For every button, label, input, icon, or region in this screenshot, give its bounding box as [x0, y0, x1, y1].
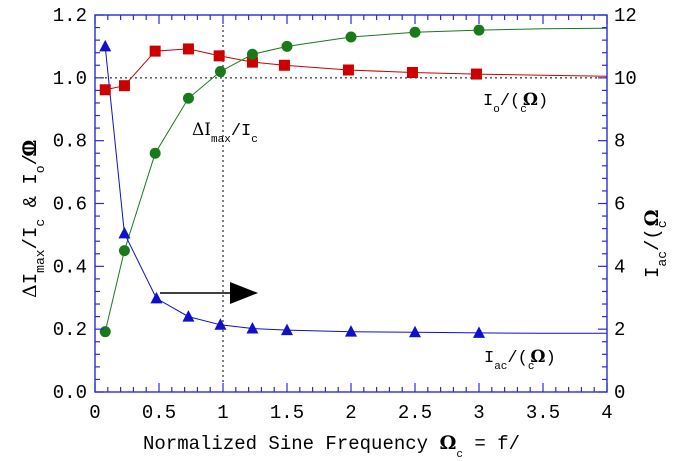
marker-iac	[473, 326, 485, 338]
y-right-tick-label: 10	[614, 68, 637, 90]
marker-dimax	[99, 326, 111, 338]
marker-iac	[182, 310, 195, 322]
marker-dimax	[182, 92, 194, 104]
y-left-tick-label: 0.4	[53, 256, 87, 278]
marker-io	[470, 68, 482, 80]
x-tick-label: 2.5	[398, 402, 432, 424]
y-left-tick-label: 0.2	[53, 319, 87, 341]
series-lines	[104, 27, 608, 334]
y-left-tick-label: 1.2	[53, 5, 87, 27]
tick-labels: 0 0.5 1 1.5 2 2.5 3 3.5 4 0.0 0.2 0.4 0.6 0.8 1.0 1.2 0 2…	[53, 5, 637, 424]
marker-iac	[99, 39, 112, 52]
x-tick-label: 3	[473, 402, 484, 424]
marker-io	[149, 45, 161, 57]
marker-dimax	[473, 24, 485, 36]
marker-iac	[409, 325, 421, 338]
dimax-series-label: ΔImax/Ic	[192, 120, 258, 146]
y-left-tick-label: 0.6	[53, 194, 87, 216]
svg-text:Iac/(cΩ: Iac/(cΩ	[641, 209, 670, 278]
marker-dimax	[149, 147, 161, 159]
marker-io	[213, 50, 225, 62]
marker-iac	[150, 291, 163, 304]
marker-iac	[281, 323, 293, 336]
marker-io	[99, 84, 111, 96]
y-right-tick-label: 4	[614, 256, 625, 278]
series-line-io	[105, 48, 608, 91]
y-left-tick-label: 0.8	[53, 131, 87, 153]
marker-io	[246, 56, 258, 68]
svg-text:ΔImax/Ic & Io/IΩ: ΔImax/Ic & Io/IΩ	[19, 140, 48, 298]
marker-dimax	[345, 31, 357, 43]
marker-iac	[246, 322, 259, 334]
marker-dimax	[118, 245, 130, 257]
y-left-tick-label: 1.0	[53, 68, 87, 90]
marker-io	[278, 59, 290, 71]
marker-iac	[118, 226, 131, 239]
marker-dimax	[214, 66, 226, 78]
x-tick-label: 1.5	[270, 402, 304, 424]
x-tick-label: 2	[345, 402, 356, 424]
axis-ticks	[94, 14, 608, 393]
x-tick-label: 4	[601, 402, 612, 424]
y-right-tick-label: 0	[614, 382, 625, 404]
marker-iac	[214, 318, 227, 330]
x-axis-title: Normalized Sine Frequency Ωc = f/	[143, 432, 520, 461]
io-series-label: Io/(cΩ)	[483, 90, 548, 116]
y-right-tick-label: 2	[614, 319, 625, 341]
marker-io	[118, 80, 130, 92]
x-tick-label: 1	[217, 402, 228, 424]
y-axis-left-title: ΔImax/Ic & Io/IΩ	[19, 140, 48, 298]
y-left-tick-label: 0.0	[53, 382, 87, 404]
reference-lines	[95, 15, 607, 392]
series-markers	[99, 24, 485, 338]
y-right-tick-label: 8	[614, 131, 625, 153]
x-tick-label: 0.5	[142, 402, 176, 424]
marker-dimax	[281, 40, 293, 52]
x-tick-label: 3.5	[526, 402, 560, 424]
series-line-iac	[104, 46, 607, 334]
right-axis-arrow	[160, 282, 258, 304]
marker-dimax	[409, 26, 421, 38]
marker-io	[182, 43, 194, 55]
iac-series-label: Iac/(cΩ)	[484, 347, 556, 373]
y-right-tick-label: 6	[614, 194, 625, 216]
series-line-dimax	[104, 27, 608, 332]
marker-io	[342, 64, 354, 76]
y-right-tick-label: 12	[614, 5, 637, 27]
marker-dimax	[246, 48, 258, 60]
y-axis-right-title: Iac/(cΩ	[641, 209, 670, 278]
x-tick-label: 0	[89, 402, 100, 424]
marker-io	[406, 66, 418, 78]
marker-iac	[345, 325, 357, 337]
